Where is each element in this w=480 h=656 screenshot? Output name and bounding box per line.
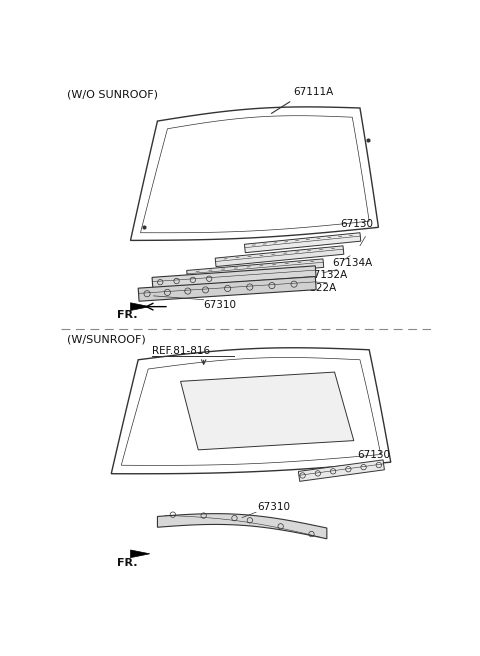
Polygon shape — [131, 550, 150, 558]
Text: (W/SUNROOF): (W/SUNROOF) — [67, 335, 146, 344]
Text: REF.81-816: REF.81-816 — [152, 346, 210, 356]
Polygon shape — [138, 277, 316, 301]
Text: 67134A: 67134A — [332, 258, 372, 268]
Polygon shape — [244, 233, 361, 253]
Text: 67132A: 67132A — [308, 270, 348, 281]
Text: 67130: 67130 — [341, 219, 374, 229]
Text: 67122A: 67122A — [296, 283, 336, 293]
Polygon shape — [111, 348, 391, 474]
Text: 67310: 67310 — [258, 502, 290, 512]
Polygon shape — [180, 372, 354, 450]
Text: 67310: 67310 — [204, 300, 237, 310]
Polygon shape — [215, 246, 344, 266]
Polygon shape — [131, 303, 150, 310]
Text: FR.: FR. — [117, 558, 137, 567]
Polygon shape — [299, 460, 384, 482]
Text: 67130: 67130 — [358, 450, 391, 460]
Text: FR.: FR. — [117, 310, 137, 321]
Polygon shape — [187, 259, 324, 279]
Text: (W/O SUNROOF): (W/O SUNROOF) — [67, 89, 158, 100]
Text: 67111A: 67111A — [294, 87, 334, 97]
Polygon shape — [157, 514, 327, 539]
Polygon shape — [152, 266, 316, 288]
Polygon shape — [131, 107, 378, 240]
